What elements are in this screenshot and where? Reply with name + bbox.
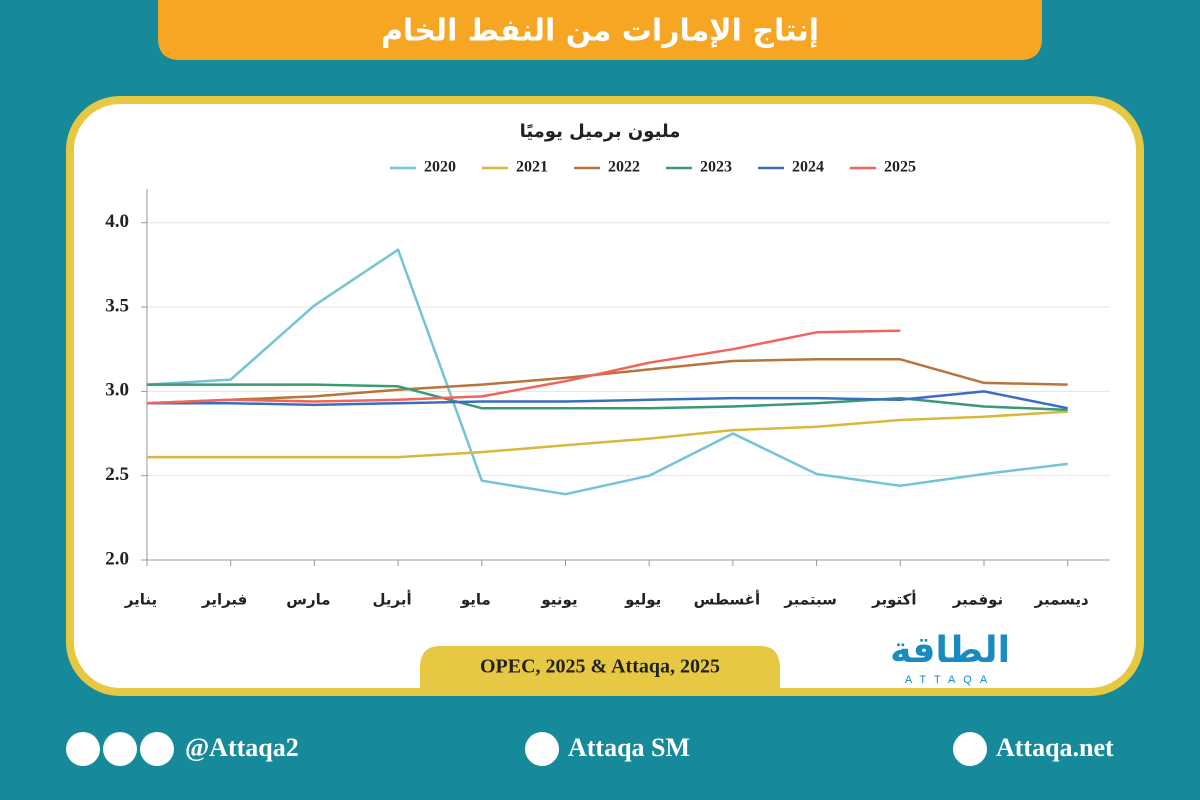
x-tick-label: أبريل xyxy=(373,590,412,609)
y-tick-label: 3.5 xyxy=(105,295,129,316)
series-line xyxy=(147,410,1068,459)
x-tick-label: مايو xyxy=(460,591,491,609)
x-tick-label: نوفمبر xyxy=(952,591,1003,609)
unit-label: مليون برميل يوميًا xyxy=(520,121,681,142)
logo-latin: ATTAQA xyxy=(905,674,995,686)
y-tick-label: 3.0 xyxy=(105,380,129,401)
social-handle: @Attaqa2 xyxy=(185,733,299,762)
series-line xyxy=(146,358,1068,405)
legend-label: 2020 xyxy=(424,159,456,176)
title-banner xyxy=(158,0,1042,60)
plot: 2.0 2.5 3.0 3.5 4.0 يناير فبراير مارس أبريل مايو ي… xyxy=(105,159,1110,609)
legend-label: 2022 xyxy=(608,159,640,176)
series-line xyxy=(146,248,1068,496)
youtube-icon xyxy=(525,732,559,766)
x-tick-label: ديسمبر xyxy=(1034,591,1089,609)
x-tick-label: سبتمبر xyxy=(783,591,837,609)
series-line xyxy=(147,390,1068,410)
page-title: إنتاج الإمارات من النفط الخام xyxy=(381,14,819,49)
facebook-icon xyxy=(140,732,174,766)
logo: الطاقة xyxy=(890,630,1010,671)
web-icon xyxy=(953,732,987,766)
x-tick-label: يونيو xyxy=(540,591,577,609)
instagram-icon xyxy=(103,732,137,766)
x-tick-label: فبراير xyxy=(201,591,247,609)
x-tick-label: مارس xyxy=(286,591,330,609)
y-tick-label: 2.0 xyxy=(105,548,129,569)
legend-label: 2021 xyxy=(516,159,548,176)
source-pill xyxy=(420,646,780,690)
legend-label: 2024 xyxy=(792,159,824,176)
x-icon xyxy=(66,732,100,766)
legend-label: 2025 xyxy=(884,159,916,176)
website: Attaqa.net xyxy=(996,733,1114,762)
y-tick-label: 2.5 xyxy=(105,464,129,485)
x-tick-label: يناير xyxy=(124,591,157,609)
x-tick-label: أكتوبر xyxy=(871,590,916,609)
card xyxy=(66,96,1144,696)
x-tick-label: أغسطس xyxy=(694,590,760,609)
y-tick-label: 4.0 xyxy=(105,211,129,232)
series-line xyxy=(146,329,901,405)
x-tick-label: يوليو xyxy=(624,591,661,609)
legend-label: 2023 xyxy=(700,159,732,176)
youtube-handle: Attaqa SM xyxy=(568,733,690,762)
source: OPEC, 2025 & Attaqa, 2025 xyxy=(480,656,720,678)
